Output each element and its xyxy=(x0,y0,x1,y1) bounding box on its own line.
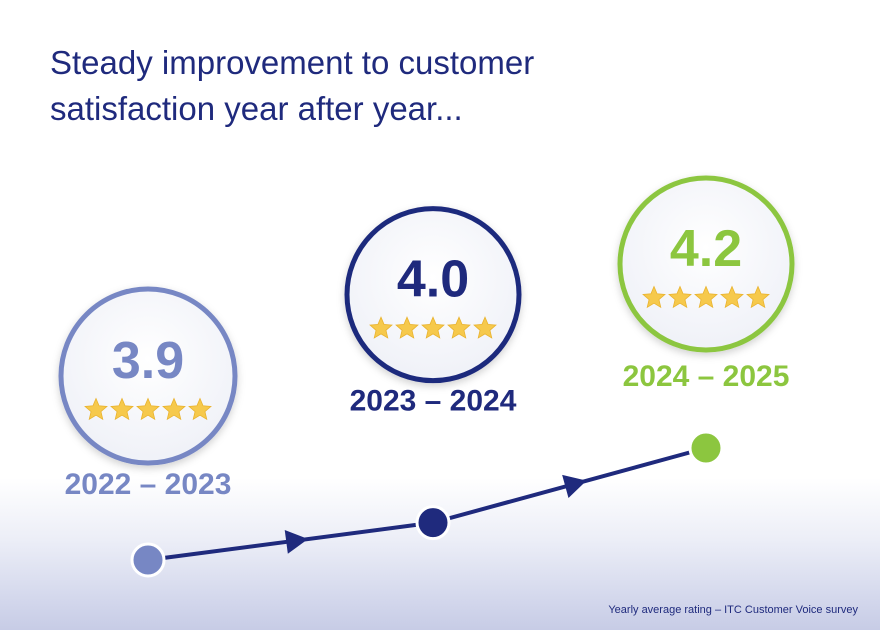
star-icon xyxy=(395,316,419,339)
rating-value-label: 4.2 xyxy=(670,220,742,278)
trend-arrow-icon xyxy=(284,529,309,554)
star-icon xyxy=(694,285,718,309)
trend-arrow-icon xyxy=(562,474,587,499)
star-icon xyxy=(110,397,134,421)
star-icon xyxy=(421,316,445,339)
rating-value-label: 4.0 xyxy=(397,251,469,309)
arrowhead xyxy=(562,474,587,499)
footnote: Yearly average rating – ITC Customer Voi… xyxy=(608,604,858,616)
title-line-2: satisfaction year after year... xyxy=(50,90,463,127)
title-line-1: Steady improvement to customer xyxy=(50,44,535,81)
rating-badge xyxy=(617,175,795,353)
star-icon xyxy=(473,316,497,339)
star-icon xyxy=(136,397,160,421)
star-icon xyxy=(746,285,770,309)
star-icon xyxy=(162,397,186,421)
data-point xyxy=(688,430,724,466)
star-icon xyxy=(720,285,744,309)
data-point xyxy=(415,505,451,541)
page-title: Steady improvement to customer satisfact… xyxy=(50,40,610,132)
data-point xyxy=(130,542,166,578)
year-label: 2023 – 2024 xyxy=(350,385,517,418)
star-icon xyxy=(668,285,692,309)
rating-value-label: 3.9 xyxy=(112,332,184,390)
arrowhead xyxy=(284,529,309,554)
star-icon xyxy=(84,397,108,421)
year-label: 2022 – 2023 xyxy=(65,468,232,501)
star-icon xyxy=(188,397,212,421)
star-icon xyxy=(369,316,393,339)
year-label: 2024 – 2025 xyxy=(623,360,790,393)
star-icon xyxy=(642,285,666,309)
rating-badge xyxy=(58,286,238,466)
rating-badge xyxy=(344,206,522,384)
star-icon xyxy=(447,316,471,339)
trend-line xyxy=(146,446,708,562)
